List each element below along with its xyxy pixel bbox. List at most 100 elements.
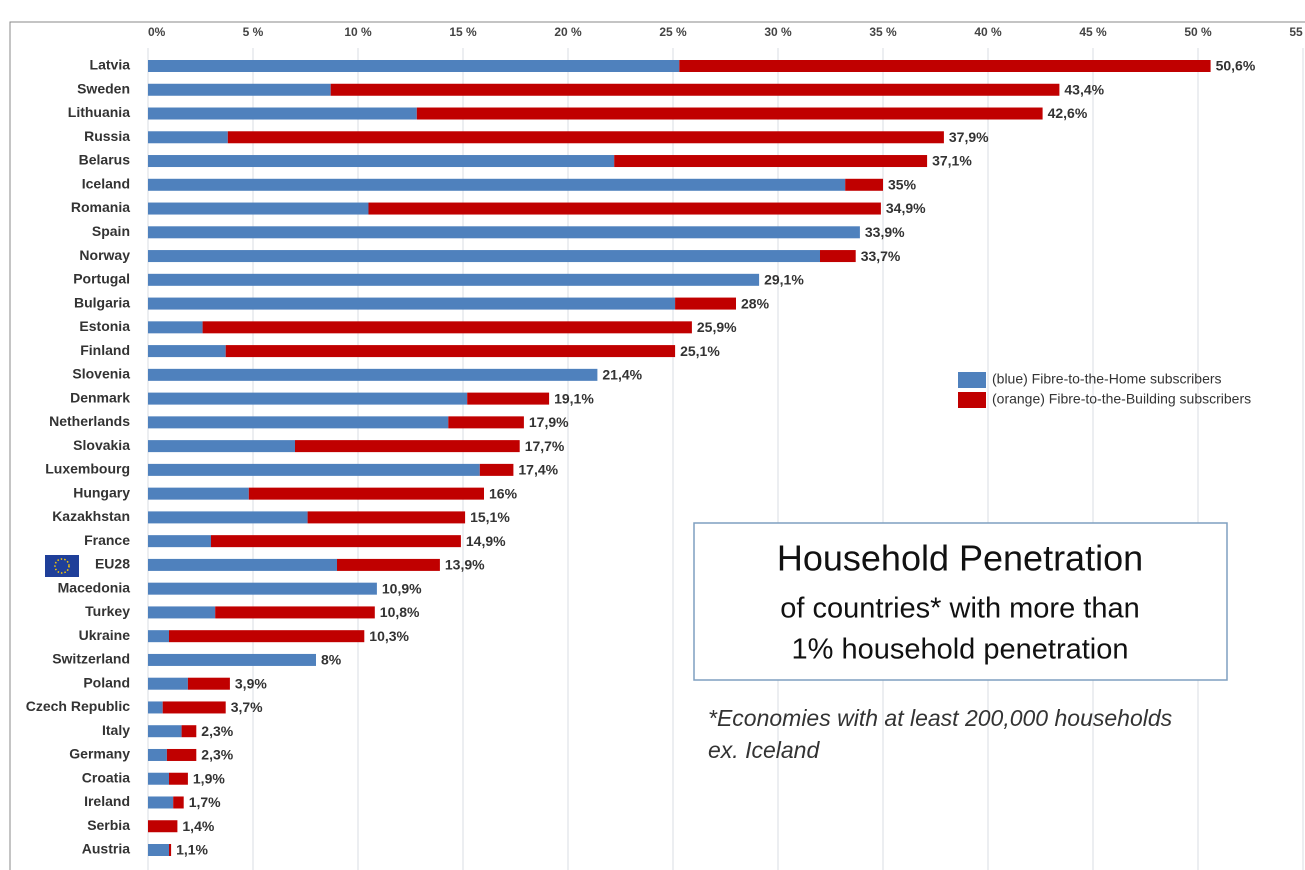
- bar-segment: [148, 487, 249, 500]
- bar-segment: [148, 725, 182, 738]
- total-label: 14,9%: [466, 533, 506, 549]
- category-label: Kazakhstan: [52, 508, 130, 524]
- bar-segment: [148, 796, 174, 809]
- total-label: 13,9%: [445, 557, 485, 573]
- total-label: 17,4%: [518, 462, 558, 478]
- bar-segment: [148, 630, 169, 643]
- bar-segment: [211, 535, 461, 548]
- category-label: Poland: [83, 674, 130, 690]
- x-tick-label: 5 %: [243, 25, 264, 39]
- total-label: 33,9%: [865, 224, 905, 240]
- category-label: Ukraine: [79, 627, 131, 643]
- legend-label: (blue) Fibre-to-the-Home subscribers: [992, 371, 1222, 387]
- bar-segment: [148, 844, 169, 856]
- category-label: Hungary: [73, 484, 130, 500]
- bar-segment: [148, 511, 308, 524]
- bar-segment: [148, 440, 295, 453]
- x-tick-label: 55 %: [1289, 25, 1305, 39]
- bar-segment: [173, 796, 184, 809]
- total-label: 50,6%: [1216, 58, 1256, 74]
- total-label: 43,4%: [1064, 81, 1104, 97]
- bar-segment: [675, 297, 736, 310]
- x-tick-label: 35 %: [869, 25, 897, 39]
- bar-segment: [148, 321, 203, 334]
- category-label: Slovakia: [73, 437, 130, 453]
- total-label: 37,1%: [932, 153, 972, 169]
- x-tick-label: 20 %: [554, 25, 582, 39]
- bar-segment: [148, 582, 377, 595]
- total-label: 3,9%: [235, 675, 267, 691]
- bar-segment: [181, 725, 197, 738]
- bar-segment: [295, 440, 520, 453]
- category-label: EU28: [95, 556, 130, 572]
- total-label: 33,7%: [861, 248, 901, 264]
- footnote: *Economies with at least 200,000 househo…: [708, 705, 1173, 731]
- annotation-line: of countries* with more than: [780, 593, 1139, 625]
- bar-segment: [225, 345, 676, 358]
- total-label: 37,9%: [949, 129, 989, 145]
- bar-segment: [148, 558, 337, 571]
- x-tick-label: 25 %: [659, 25, 687, 39]
- x-tick-label: 50 %: [1184, 25, 1212, 39]
- bar-segment: [148, 83, 331, 96]
- bar-segment: [148, 273, 760, 286]
- bar-segment: [215, 606, 375, 619]
- legend-label: (orange) Fibre-to-the-Building subscribe…: [992, 391, 1251, 407]
- total-label: 15,1%: [470, 509, 510, 525]
- bar-segment: [614, 155, 928, 168]
- bar-segment: [148, 677, 188, 690]
- eu-flag: [45, 555, 79, 577]
- category-label: France: [84, 532, 130, 548]
- bar-segment: [148, 606, 216, 619]
- total-label: 25,1%: [680, 343, 720, 359]
- total-label: 34,9%: [886, 200, 926, 216]
- bar-segment: [148, 250, 820, 263]
- bar-segment: [227, 131, 944, 144]
- bar-segment: [148, 772, 169, 785]
- bar-segment: [148, 131, 228, 144]
- total-label: 10,8%: [380, 604, 420, 620]
- bar-segment: [307, 511, 466, 524]
- category-label: Iceland: [82, 175, 130, 191]
- category-label: Russia: [84, 128, 130, 144]
- total-label: 1,9%: [193, 770, 225, 786]
- bar-segment: [820, 250, 856, 263]
- category-label: Slovenia: [72, 366, 130, 382]
- category-label: Czech Republic: [26, 698, 130, 714]
- category-label: Italy: [102, 722, 130, 738]
- bar-segment: [148, 60, 680, 72]
- bar-segment: [337, 558, 440, 571]
- total-label: 29,1%: [764, 272, 804, 288]
- total-label: 28%: [741, 295, 770, 311]
- category-label: Finland: [80, 342, 130, 358]
- category-label: Switzerland: [52, 651, 130, 667]
- category-label: Latvia: [90, 57, 131, 73]
- total-label: 16%: [489, 485, 518, 501]
- total-label: 17,7%: [525, 438, 565, 454]
- bar-segment: [166, 748, 197, 761]
- bar-segment: [248, 487, 484, 500]
- total-label: 2,3%: [201, 747, 233, 763]
- category-label: Netherlands: [49, 413, 130, 429]
- category-label: Norway: [79, 247, 130, 263]
- legend-swatch: [958, 392, 986, 408]
- total-label: 10,3%: [369, 628, 409, 644]
- legend-swatch: [958, 372, 986, 388]
- x-tick-label: 15 %: [449, 25, 477, 39]
- category-label: Turkey: [85, 603, 130, 619]
- total-label: 19,1%: [554, 390, 594, 406]
- total-label: 8%: [321, 652, 342, 668]
- category-label: Lithuania: [68, 104, 130, 120]
- category-label: Denmark: [70, 389, 130, 405]
- bar-segment: [148, 392, 468, 405]
- bar-segment: [169, 772, 188, 785]
- total-label: 1,4%: [182, 818, 214, 834]
- total-label: 17,9%: [529, 414, 569, 430]
- frame: [9, 21, 1305, 870]
- bar-segment: [148, 653, 316, 666]
- total-label: 10,9%: [382, 580, 422, 596]
- category-label: Spain: [92, 223, 130, 239]
- total-label: 25,9%: [697, 319, 737, 335]
- bar-segment: [187, 677, 230, 690]
